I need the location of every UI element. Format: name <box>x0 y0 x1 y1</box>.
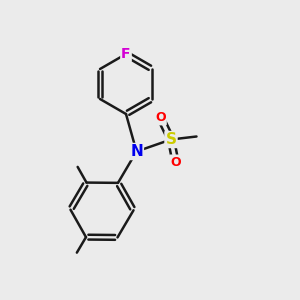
Text: S: S <box>166 132 176 147</box>
Text: F: F <box>121 47 131 61</box>
Text: O: O <box>170 155 181 169</box>
Text: N: N <box>130 144 143 159</box>
Text: O: O <box>155 111 166 124</box>
